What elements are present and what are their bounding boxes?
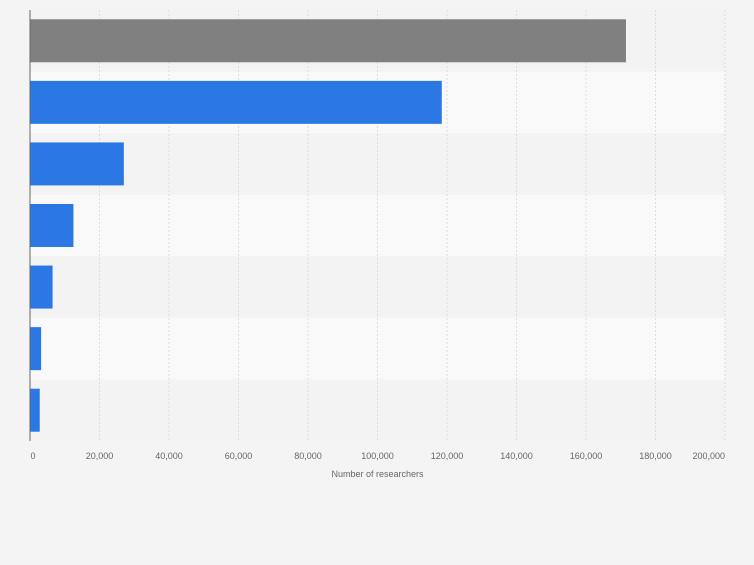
bars xyxy=(30,19,626,432)
bar[interactable] xyxy=(30,142,124,186)
bar[interactable] xyxy=(30,19,626,63)
x-tick-label: 160,000 xyxy=(570,451,603,461)
x-tick-label: 20,000 xyxy=(86,451,114,461)
x-axis-title: Number of researchers xyxy=(331,469,424,479)
x-tick-label: 60,000 xyxy=(225,451,253,461)
x-tick-label: 40,000 xyxy=(155,451,183,461)
x-tick-label: 0 xyxy=(30,451,35,461)
bar[interactable] xyxy=(30,265,53,309)
x-tick-label: 120,000 xyxy=(431,451,464,461)
bar[interactable] xyxy=(30,80,442,124)
x-tick-label: 80,000 xyxy=(294,451,322,461)
bar[interactable] xyxy=(30,204,74,247)
bar[interactable] xyxy=(30,327,42,371)
x-tick-labels: 0 20,000 40,000 60,000 80,000 100,000 120,000 1… xyxy=(30,451,725,461)
bar[interactable] xyxy=(30,388,40,432)
x-tick-label: 200,000 xyxy=(692,451,725,461)
x-tick-label: 180,000 xyxy=(639,451,672,461)
row-band xyxy=(30,317,725,380)
x-tick-label: 100,000 xyxy=(361,451,394,461)
x-tick-label: 140,000 xyxy=(500,451,533,461)
